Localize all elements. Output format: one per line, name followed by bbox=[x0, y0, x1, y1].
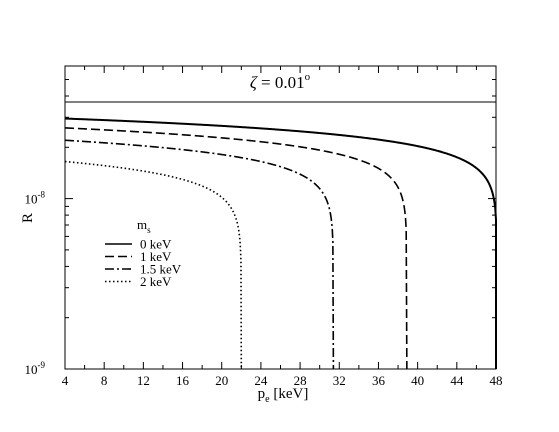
x-tick-label: 4 bbox=[62, 373, 69, 388]
series-1-line bbox=[64, 117, 497, 369]
x-tick-label: 44 bbox=[450, 373, 464, 388]
plot-frame bbox=[64, 65, 497, 370]
x-tick-label: 8 bbox=[101, 373, 108, 388]
series-2-line bbox=[64, 127, 408, 370]
y-tick-label: 10-9 bbox=[25, 360, 46, 377]
legend-label-2: 1 keV bbox=[140, 249, 172, 264]
x-tick-label: 24 bbox=[254, 373, 268, 388]
x-tick-label: 32 bbox=[333, 373, 346, 388]
series-group bbox=[64, 117, 497, 370]
x-tick-label: 48 bbox=[490, 373, 503, 388]
x-tick-label: 12 bbox=[137, 373, 150, 388]
y-tick-label: 10-8 bbox=[25, 190, 46, 207]
axis-ticks bbox=[64, 66, 497, 370]
legend-label-1: 0 keV bbox=[140, 237, 172, 252]
legend-label-4: 2 keV bbox=[140, 274, 172, 289]
x-tick-label: 20 bbox=[215, 373, 228, 388]
series-4-line bbox=[64, 160, 243, 370]
x-tick-label: 16 bbox=[176, 373, 190, 388]
x-tick-label: 28 bbox=[294, 373, 307, 388]
series-3-line bbox=[64, 139, 335, 370]
x-tick-label: 40 bbox=[411, 373, 424, 388]
plot-area bbox=[64, 65, 497, 370]
legend-title: ms bbox=[137, 217, 151, 235]
x-axis-label: pe [keV] bbox=[258, 386, 309, 405]
legend-label-3: 1.5 keV bbox=[140, 262, 182, 277]
annotation: ζ = 0.01o bbox=[250, 71, 311, 92]
y-axis-label: R bbox=[20, 213, 36, 223]
x-tick-label: 36 bbox=[372, 373, 386, 388]
